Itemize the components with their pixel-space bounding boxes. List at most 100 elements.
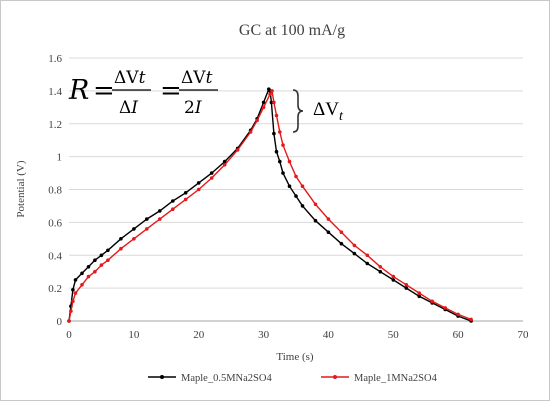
y-tick-8: 1.6 [48, 53, 62, 65]
series-0-point-33 [326, 230, 331, 234]
legend-label-0: Maple_0.5MNa2SO4 [181, 373, 272, 384]
series-1-point-6 [93, 269, 97, 274]
series-1-point-42 [456, 312, 460, 317]
series-1-point-40 [430, 299, 435, 304]
series-0-point-8 [106, 248, 110, 253]
x-tick-6: 60 [453, 329, 465, 341]
series-1-point-31 [313, 202, 318, 207]
series-0-point-29 [287, 184, 292, 188]
series-0-point-35 [352, 251, 357, 256]
series-line-1 [68, 88, 472, 322]
series-1-point-43 [469, 317, 473, 322]
x-tick-4: 40 [323, 329, 335, 341]
y-tick-1: 0.2 [48, 283, 62, 295]
series-1-point-17 [222, 163, 227, 167]
series-1-point-1 [69, 309, 73, 313]
series-1-point-16 [209, 176, 214, 180]
series-0-point-3 [73, 278, 78, 282]
series-0-point-39 [404, 286, 409, 290]
chart-title: GC at 100 mA/g [239, 22, 345, 39]
svg-text:=: = [93, 76, 115, 106]
series-1-point-32 [326, 217, 331, 221]
x-axis-label: Time (s) [276, 351, 314, 363]
series-0-point-36 [365, 261, 370, 266]
y-tick-4: 0.8 [48, 185, 62, 197]
series-1-point-13 [171, 207, 175, 211]
series-1-point-9 [119, 246, 123, 251]
svg-text:ΔVt: ΔVt [181, 68, 213, 88]
series-0-point-24 [269, 100, 274, 105]
svg-text:=: = [160, 76, 182, 106]
series-1-point-25 [274, 113, 279, 118]
y-tick-5: 1 [57, 152, 63, 164]
series-1-point-15 [196, 187, 201, 192]
series-0-point-38 [391, 278, 396, 282]
series-1-point-37 [391, 274, 396, 279]
series-0-point-4 [80, 271, 84, 276]
series-0-point-13 [171, 199, 175, 203]
series-0-point-16 [209, 171, 214, 175]
series-0-point-11 [145, 217, 149, 221]
svg-text:ΔI: ΔI [119, 98, 138, 118]
legend-marker-0 [160, 375, 164, 379]
series-1-point-3 [73, 291, 78, 295]
series-1-point-12 [158, 217, 162, 221]
y-tick-2: 0.4 [48, 250, 62, 262]
series-1-point-5 [86, 274, 91, 279]
series-0-point-5 [86, 265, 91, 269]
x-tick-2: 20 [193, 329, 205, 341]
series-0-point-9 [119, 237, 123, 241]
delta-v-brace [292, 89, 304, 133]
series-1-point-35 [365, 253, 370, 258]
series-1-point-24 [272, 100, 276, 105]
y-axis-label: Potential (V) [15, 160, 27, 217]
series-0-point-31 [300, 204, 305, 208]
series-1-point-4 [80, 283, 84, 287]
series-1-point-27 [281, 143, 285, 147]
series-1-point-23 [270, 89, 274, 93]
series-0-point-34 [339, 241, 344, 246]
series-1-point-11 [145, 227, 149, 231]
series-0-point-14 [183, 191, 188, 195]
series-1-point-7 [99, 263, 104, 267]
x-tick-7: 70 [518, 329, 530, 341]
series-0-point-12 [158, 209, 162, 213]
x-tick-labels: 0 10 20 30 40 50 60 70 [66, 329, 529, 341]
series-0-point-40 [417, 294, 422, 299]
legend-label-1: Maple_1MNa2SO4 [354, 373, 438, 384]
series-1-point-10 [132, 237, 136, 241]
series-0-point-37 [378, 269, 383, 274]
series-0-point-6 [93, 258, 97, 263]
series-1-point-41 [443, 306, 448, 310]
legend-marker-1 [333, 375, 337, 379]
legend: Maple_0.5MNa2SO4 Maple_1MNa2SO4 [148, 373, 438, 384]
series-1-point-2 [71, 299, 75, 304]
series-0-point-2 [71, 288, 75, 292]
series-1-point-22 [268, 92, 272, 96]
series-1-point-8 [106, 258, 110, 263]
series-1-point-26 [278, 130, 282, 134]
series-1-point-33 [339, 230, 344, 234]
series-1-point-20 [255, 118, 259, 123]
svg-text:R: R [68, 75, 89, 106]
x-tick-1: 10 [128, 329, 140, 341]
series-0-point-32 [313, 218, 318, 223]
y-tick-6: 1.2 [48, 119, 62, 131]
series-1-point-38 [404, 283, 409, 287]
series-1-point-39 [417, 291, 422, 295]
series-0-point-28 [281, 171, 285, 175]
series-0-point-27 [278, 159, 282, 164]
series-0-point-25 [272, 131, 276, 136]
series-0-point-7 [99, 253, 104, 258]
y-tick-labels: 0 0.2 0.4 0.6 0.8 1 1.2 1.4 1.6 [48, 53, 62, 328]
resistance-equation: R = ΔVt ΔI = ΔVt 2I [68, 68, 218, 118]
series-1-point-34 [352, 243, 357, 248]
x-tick-3: 30 [258, 329, 270, 341]
series-0-point-10 [132, 227, 136, 231]
svg-text:ΔVt: ΔVt [114, 68, 146, 88]
series-1-point-18 [235, 148, 240, 152]
series-1-point-36 [378, 265, 383, 269]
series-layer [67, 87, 473, 323]
